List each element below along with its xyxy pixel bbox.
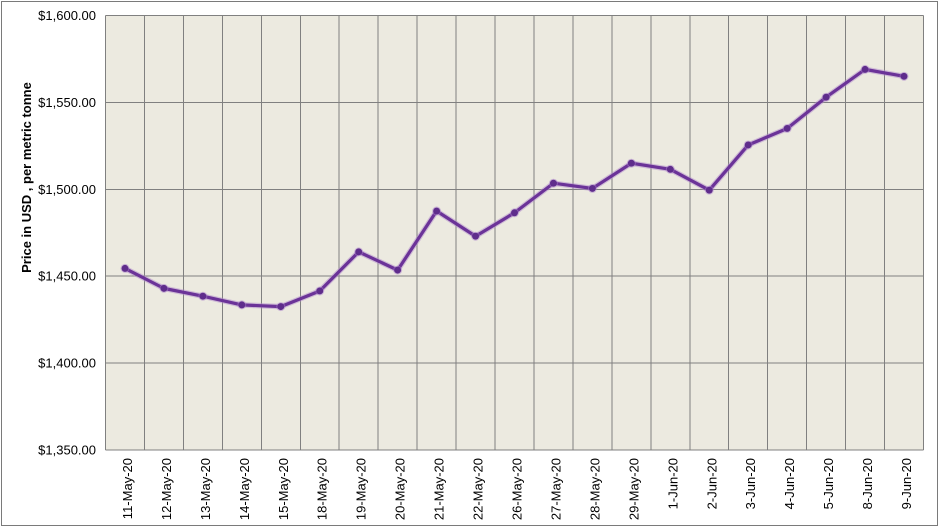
svg-text:28-May-20: 28-May-20 (587, 458, 602, 520)
svg-text:$1,500.00: $1,500.00 (38, 182, 96, 197)
svg-text:1-Jun-20: 1-Jun-20 (665, 458, 680, 509)
svg-text:$1,400.00: $1,400.00 (38, 356, 96, 371)
svg-text:18-May-20: 18-May-20 (315, 458, 330, 520)
svg-text:19-May-20: 19-May-20 (354, 458, 369, 520)
svg-text:2-Jun-20: 2-Jun-20 (704, 458, 719, 509)
svg-text:20-May-20: 20-May-20 (393, 458, 408, 520)
svg-text:$1,550.00: $1,550.00 (38, 95, 96, 110)
svg-text:5-Jun-20: 5-Jun-20 (821, 458, 836, 509)
svg-text:3-Jun-20: 3-Jun-20 (743, 458, 758, 509)
svg-text:$1,450.00: $1,450.00 (38, 269, 96, 284)
svg-text:29-May-20: 29-May-20 (626, 458, 641, 520)
svg-text:27-May-20: 27-May-20 (548, 458, 563, 520)
svg-text:$1,350.00: $1,350.00 (38, 443, 96, 458)
svg-text:11-May-20: 11-May-20 (120, 458, 135, 519)
svg-text:9-Jun-20: 9-Jun-20 (899, 458, 914, 509)
svg-text:$1,600.00: $1,600.00 (38, 8, 96, 23)
svg-text:22-May-20: 22-May-20 (471, 458, 486, 520)
svg-text:21-May-20: 21-May-20 (432, 458, 447, 520)
svg-text:8-Jun-20: 8-Jun-20 (860, 458, 875, 509)
svg-text:14-May-20: 14-May-20 (237, 458, 252, 520)
svg-text:4-Jun-20: 4-Jun-20 (782, 458, 797, 509)
svg-text:26-May-20: 26-May-20 (510, 458, 525, 520)
svg-text:13-May-20: 13-May-20 (198, 458, 213, 520)
svg-text:Price in USD , per metric tonn: Price in USD , per metric tonne (19, 82, 34, 273)
svg-text:12-May-20: 12-May-20 (159, 458, 174, 520)
svg-text:15-May-20: 15-May-20 (276, 458, 291, 520)
